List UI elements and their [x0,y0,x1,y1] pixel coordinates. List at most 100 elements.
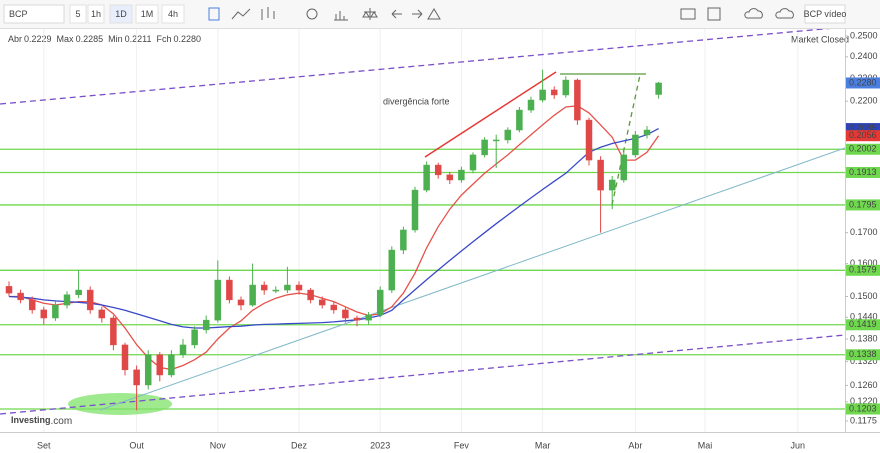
ohlc-label: Max [57,34,75,44]
icon-indicators[interactable] [334,11,348,21]
x-tick-label: Jun [791,440,806,450]
trend-line [99,147,845,411]
icon-cloud-save[interactable] [744,8,763,19]
interval-label: 1h [91,9,101,19]
interval-button[interactable]: 1h [87,4,105,24]
level-label-box [846,143,880,155]
candle-body [585,119,593,161]
candle-body [295,284,303,291]
annotation: divergência forte [383,96,450,106]
highlight-ellipse [68,393,172,415]
level-label: 0.1338 [849,349,877,359]
candle-body [516,109,523,131]
candle-body [353,317,361,321]
moving-average [8,128,659,329]
candle-body [400,229,407,251]
icon-cloud-load[interactable] [775,8,794,19]
interval-box [109,4,133,24]
level-label: 0.1913 [849,167,877,177]
y-tick-label: 0.1320 [850,356,878,366]
candle-body [17,292,24,301]
x-tick-label: Mar [535,440,551,450]
candle-body [121,344,129,371]
icon-candles[interactable] [208,7,220,21]
x-tick-label: 2023 [370,440,390,450]
icon-settings[interactable] [306,8,318,20]
icon-template[interactable] [707,7,721,21]
candle-body [562,79,570,96]
icon-camera[interactable] [680,8,696,20]
candle-body [307,289,314,301]
icon-compare[interactable] [362,8,378,20]
drawings [0,29,845,415]
price-label-box [846,77,880,89]
channel-bottom [0,334,845,415]
level-label-box [846,199,880,211]
candle-body [284,284,291,291]
candle-body [550,89,558,96]
candle-body [5,286,13,294]
candle-body [226,279,233,301]
interval-button[interactable]: 1M [135,4,159,24]
ohlc-text: Abr 0.2229 Max 0.2285 Min 0.2211 Fch 0.2280 [8,34,201,44]
price-label-box [846,123,880,135]
price-label: 0.2056 [849,130,877,140]
y-tick-label: 0.1440 [850,312,878,322]
candle-body [342,309,349,319]
y-tick-label: 0.1260 [850,380,878,390]
ohlc-label: Abr [8,34,22,44]
price-label: 0.2280 [849,77,877,87]
icon-undo[interactable] [391,9,402,19]
interval-label: 1D [115,9,127,19]
y-tick-label: 0.2200 [850,96,878,106]
candle-body [632,134,639,156]
interval-label: 5 [75,9,80,19]
ohlc-value: 0.2280 [173,34,201,44]
level-label-box [846,166,880,178]
candle-body [133,369,140,386]
icon-bars[interactable] [261,7,275,20]
candle-body [423,164,430,191]
ohlc-label: Fch [156,34,171,44]
y-tick-label: 0.2400 [850,51,878,61]
y-tick-label: 0.1700 [850,227,878,237]
price-label: 0.2085 [849,123,877,133]
icon-alert[interactable] [427,8,441,20]
icon-line[interactable] [231,8,251,20]
level-label: 0.1203 [849,403,877,413]
video-button-box[interactable] [804,4,846,24]
interval-box [87,4,105,24]
x-tick-label: Out [129,440,144,450]
candle-body [376,289,384,316]
candle-body [260,284,268,291]
symbol-box[interactable] [3,4,65,24]
market-status: Market Closed [791,34,849,44]
candle-body [620,154,628,181]
candle-body [446,174,454,181]
y-tick-label: 0.1380 [850,333,878,343]
logo-name: Investing [11,415,51,425]
interval-button[interactable]: 5 [69,4,87,24]
icon-redo[interactable] [412,9,423,19]
candle-body [214,279,222,321]
y-tick-label: 0.1500 [850,291,878,301]
ohlc-label: Min [108,34,123,44]
level-label-box [846,349,880,361]
candle-body [574,79,581,121]
logo-suffix: .com [51,416,73,427]
interval-box [135,4,159,24]
candle-body [655,82,662,95]
interval-box [69,4,87,24]
candle-body [539,89,546,101]
interval-button[interactable]: 1D [109,4,133,24]
x-tick-label: Fev [454,440,470,450]
candle-body [365,314,372,321]
candle-body [481,139,488,156]
candle-body [168,354,175,376]
x-tick-label: Abr [628,440,642,450]
interval-button[interactable]: 4h [161,4,185,24]
ohlc-value: 0.2229 [24,34,52,44]
y-tick-label: 0.2500 [850,30,878,40]
candle-body [249,284,256,306]
